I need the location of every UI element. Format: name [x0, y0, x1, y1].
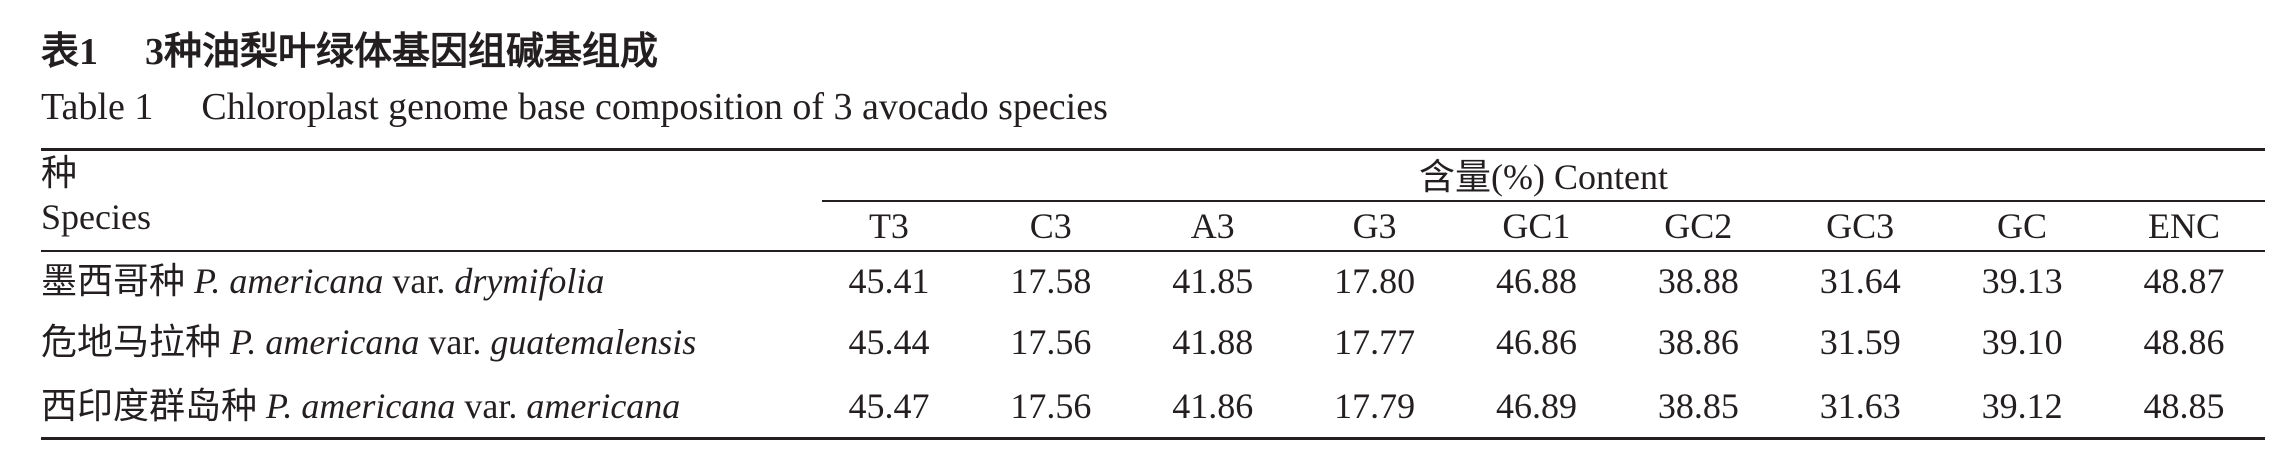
- base-composition-table: 种 Species 含量(%) Content T3 C3 A3 G3 GC1 GC2 GC…: [41, 148, 2265, 440]
- column-header-a3: A3: [1131, 202, 1294, 252]
- species-name-zh: 西印度群岛种: [41, 385, 258, 426]
- species-cell: 危地马拉种 P. americana var. guatemalensis: [41, 310, 808, 374]
- column-header-gc2: GC2: [1617, 202, 1780, 252]
- content-header: 含量(%) Content: [808, 151, 2265, 202]
- value-cell-g3: 17.80: [1334, 261, 1416, 301]
- species-latin-name: P. americana: [266, 385, 456, 426]
- column-header-g3: G3: [1293, 202, 1456, 252]
- table-number-zh: 表1: [41, 31, 99, 73]
- variety-name: drymifolia: [454, 261, 605, 301]
- table-title-text-en: Chloroplast genome base composition of 3…: [201, 86, 1108, 128]
- value-cell-gc1: 46.86: [1495, 322, 1577, 362]
- table-title-en: Table 1 Chloroplast genome base compositi…: [41, 85, 1108, 129]
- column-header-gc3: GC3: [1779, 202, 1942, 252]
- table-row: 墨西哥种 P. americana var. drymifolia 45.41 17…: [41, 252, 2265, 310]
- value-cell-gc2: 38.85: [1657, 385, 1739, 426]
- value-cell-gc2: 38.88: [1657, 261, 1739, 301]
- variety-name: americana: [526, 385, 681, 426]
- species-latin-name: P. americana: [194, 261, 384, 301]
- species-header: 种 Species: [41, 151, 808, 252]
- table-head: 种 Species 含量(%) Content T3 C3 A3 G3 GC1 GC2 GC…: [41, 151, 2265, 252]
- value-cell-gc: 39.13: [1981, 261, 2063, 301]
- value-cell-gc: 39.12: [1981, 385, 2063, 426]
- table-title-text-zh: 3种油梨叶绿体基因组碱基组成: [145, 31, 659, 73]
- species-cell: 西印度群岛种 P. americana var. americana: [41, 374, 808, 437]
- species-name-zh: 墨西哥种: [41, 261, 186, 301]
- value-cell-gc: 39.10: [1981, 322, 2063, 362]
- column-header-gc: GC: [1941, 202, 2103, 252]
- value-cell-g3: 17.77: [1334, 322, 1416, 362]
- column-header-t3: T3: [808, 202, 970, 252]
- value-cell-a3: 41.85: [1172, 261, 1254, 301]
- value-cell-g3: 17.79: [1334, 385, 1416, 426]
- value-cell-t3: 45.47: [848, 385, 930, 426]
- table-row: 危地马拉种 P. americana var. guatemalensis 45.…: [41, 310, 2265, 374]
- header-row-top: 种 Species 含量(%) Content: [41, 151, 2265, 252]
- variety-label: var.: [392, 261, 446, 301]
- value-cell-a3: 41.88: [1172, 322, 1254, 362]
- species-header-en: Species: [41, 197, 151, 237]
- table-number-en: Table 1: [41, 86, 154, 128]
- species-name-zh: 危地马拉种: [41, 322, 222, 362]
- column-header-c3: C3: [969, 202, 1132, 252]
- value-cell-c3: 17.56: [1010, 385, 1092, 426]
- variety-label: var.: [428, 322, 482, 362]
- value-cell-enc: 48.85: [2143, 385, 2225, 426]
- content-header-label: 含量(%) Content: [822, 151, 2265, 202]
- species-latin-name: P. americana: [230, 322, 420, 362]
- table-body: 墨西哥种 P. americana var. drymifolia 45.41 17…: [41, 252, 2265, 437]
- value-cell-t3: 45.41: [848, 261, 930, 301]
- value-cell-a3: 41.86: [1172, 385, 1254, 426]
- value-cell-gc1: 46.89: [1495, 385, 1577, 426]
- variety-name: guatemalensis: [490, 322, 697, 362]
- value-cell-gc3: 31.59: [1819, 322, 1901, 362]
- value-cell-c3: 17.56: [1010, 322, 1092, 362]
- column-header-gc1: GC1: [1455, 202, 1618, 252]
- value-cell-enc: 48.86: [2143, 322, 2225, 362]
- value-cell-c3: 17.58: [1010, 261, 1092, 301]
- value-cell-gc3: 31.64: [1819, 261, 1901, 301]
- variety-label: var.: [464, 385, 518, 426]
- species-cell: 墨西哥种 P. americana var. drymifolia: [41, 252, 808, 310]
- table-row: 西印度群岛种 P. americana var. americana 45.47 1…: [41, 374, 2265, 437]
- value-cell-gc2: 38.86: [1657, 322, 1739, 362]
- value-cell-enc: 48.87: [2143, 261, 2225, 301]
- column-header-enc: ENC: [2103, 202, 2265, 252]
- column-header-row: T3 C3 A3 G3 GC1 GC2 GC3 GC ENC: [41, 202, 2265, 252]
- value-cell-t3: 45.44: [848, 322, 930, 362]
- species-header-zh: 种: [41, 153, 78, 193]
- value-cell-gc1: 46.88: [1495, 261, 1577, 301]
- value-cell-gc3: 31.63: [1819, 385, 1901, 426]
- table-title-zh: 表1 3种油梨叶绿体基因组碱基组成: [41, 30, 658, 74]
